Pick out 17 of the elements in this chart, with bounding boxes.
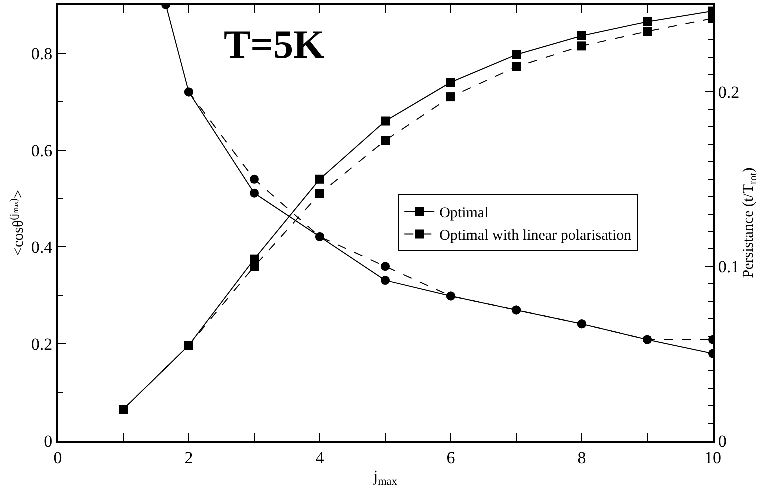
y-tick-label: 0.8 — [31, 44, 53, 64]
x-axis-title: j$_{max}$ — [372, 468, 398, 488]
legend-label: Optimal — [440, 206, 489, 222]
annotation: T=5K — [224, 22, 325, 67]
x-tick-label: 8 — [578, 448, 586, 468]
legend-label: Optimal with linear polarisation — [440, 228, 632, 244]
x-tick-label: 10 — [704, 448, 722, 468]
y2-tick-label: 0.2 — [718, 83, 740, 102]
x-tick-label: 6 — [446, 448, 456, 468]
y-tick-label: 0.4 — [31, 238, 54, 258]
y2-tick-label: 0 — [718, 432, 727, 451]
y-tick-label: 0 — [44, 432, 53, 451]
x-tick-label: 4 — [316, 448, 325, 468]
y-tick-label: 0.2 — [31, 335, 53, 354]
y-tick-label: 0.6 — [31, 141, 53, 160]
y2-tick-label: 0.1 — [718, 258, 740, 277]
x-tick-label: 2 — [184, 448, 194, 468]
